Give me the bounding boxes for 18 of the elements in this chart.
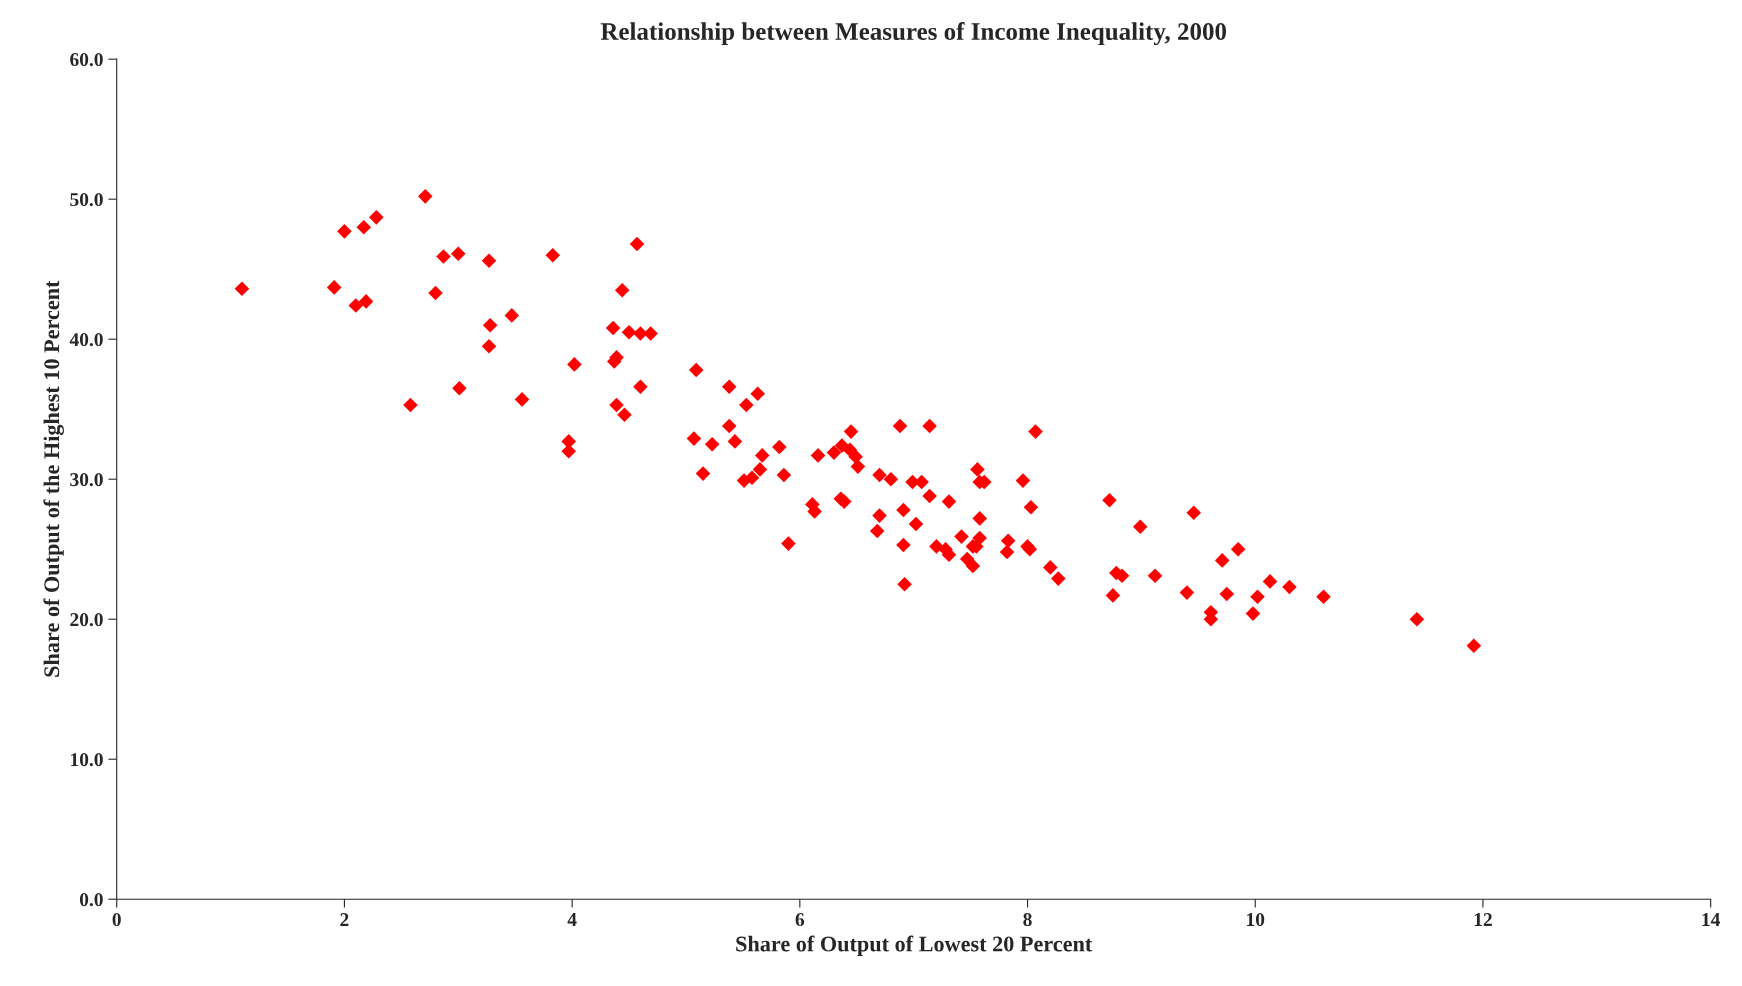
y-tick-label: 30.0: [70, 473, 103, 487]
x-tick-label: 6: [795, 913, 805, 927]
y-tick-label: 20.0: [70, 613, 103, 627]
x-axis-title: Share of Output of Lowest 20 Percent: [736, 935, 1093, 956]
x-tick-label: 12: [1474, 913, 1492, 926]
y-tick-label: 40.0: [69, 333, 103, 347]
x-tick-label: 8: [1023, 912, 1032, 927]
y-axis-title: Share of Output of the Highest 10 Percent: [43, 280, 64, 677]
x-tick-label: 4: [567, 913, 577, 926]
y-tick-label: 50.0: [70, 192, 103, 207]
y-tick-label: 10.0: [71, 753, 103, 767]
chart-title: Relationship between Measures of Income Inequality, 2000: [600, 22, 1227, 46]
x-tick-label: 10: [1247, 912, 1265, 927]
x-tick-label: 0: [112, 912, 121, 927]
y-tick-label: 0.0: [79, 893, 103, 907]
x-tick-label: 14: [1702, 913, 1720, 926]
y-tick-label: 60.0: [70, 52, 103, 67]
x-tick-label: 2: [340, 913, 349, 926]
